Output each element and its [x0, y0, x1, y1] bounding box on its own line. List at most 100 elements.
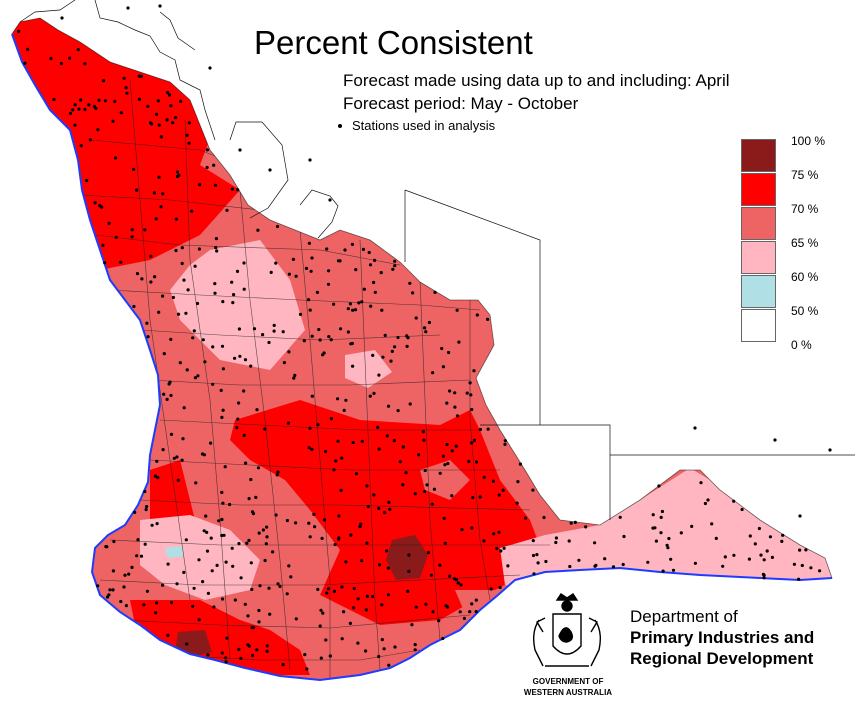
station-dot	[411, 291, 415, 295]
station-dot	[243, 602, 247, 606]
station-dot	[202, 453, 206, 457]
station-dot	[258, 584, 262, 588]
station-dot	[281, 330, 285, 334]
station-dot	[732, 553, 736, 557]
station-dot	[382, 647, 386, 651]
station-dot	[307, 446, 311, 450]
station-dot	[792, 562, 797, 566]
station-dot	[531, 539, 535, 543]
department-line1: Department of	[630, 607, 738, 626]
station-dot	[390, 349, 394, 353]
station-dot	[317, 327, 321, 332]
station-dot	[278, 584, 282, 589]
station-dot	[145, 589, 149, 593]
station-dot	[441, 365, 445, 369]
station-dot	[373, 290, 377, 294]
station-dot	[661, 569, 665, 573]
station-dot	[171, 295, 175, 300]
station-dot	[263, 558, 267, 563]
station-dot	[354, 472, 358, 476]
station-dot	[221, 501, 225, 505]
station-dot	[809, 566, 813, 570]
station-dot	[376, 425, 380, 429]
station-dot	[148, 121, 153, 125]
station-dot	[313, 525, 317, 529]
station-dot	[309, 269, 313, 273]
station-dot	[366, 504, 370, 509]
station-dot	[205, 549, 210, 553]
station-dot	[492, 532, 496, 536]
station-dot	[155, 601, 159, 605]
station-dot	[380, 603, 384, 607]
station-dot	[60, 16, 64, 20]
station-dot	[165, 397, 169, 401]
station-dot	[438, 563, 442, 567]
station-dot	[107, 593, 111, 597]
station-dot	[406, 336, 410, 340]
station-dot	[236, 417, 240, 421]
station-dot	[254, 495, 258, 499]
station-dot	[132, 304, 136, 309]
station-dot	[798, 548, 802, 552]
station-dot	[462, 616, 466, 621]
station-dot	[287, 272, 291, 276]
station-dot	[149, 254, 153, 258]
station-dot	[272, 323, 276, 327]
station-dot	[206, 591, 210, 596]
station-dot	[157, 123, 161, 127]
station-dot	[79, 144, 83, 148]
station-dot	[155, 459, 159, 463]
station-dot	[124, 604, 128, 608]
station-dot	[237, 542, 241, 546]
station-dot	[196, 374, 200, 378]
station-dot	[176, 478, 180, 482]
station-dot	[322, 518, 327, 522]
station-dot	[233, 356, 237, 360]
station-dot	[286, 421, 290, 425]
station-dot	[298, 312, 303, 316]
station-dot	[360, 300, 364, 304]
station-dot	[445, 442, 449, 447]
stations-legend: Stations used in analysis	[338, 118, 495, 133]
station-dot	[235, 269, 240, 273]
station-dot	[456, 581, 460, 585]
station-dot	[453, 405, 457, 409]
station-dot	[348, 302, 352, 306]
station-dot	[491, 479, 495, 483]
station-dot	[431, 610, 435, 614]
station-dot	[336, 397, 340, 401]
station-dot	[373, 258, 377, 262]
station-dot	[441, 636, 445, 641]
station-dot	[460, 528, 464, 532]
station-dot	[405, 344, 409, 348]
station-dot	[414, 605, 418, 609]
station-dot	[470, 602, 474, 606]
station-dot	[107, 221, 111, 225]
station-dot	[432, 487, 436, 491]
station-dot	[768, 535, 773, 539]
station-dot	[356, 641, 360, 645]
station-dot	[83, 62, 87, 66]
station-dot	[469, 393, 473, 397]
station-dot	[554, 540, 558, 545]
station-dot	[757, 526, 762, 531]
station-dot	[391, 267, 395, 271]
station-dot	[281, 663, 285, 667]
station-dot	[356, 597, 360, 601]
station-dot	[747, 557, 752, 561]
station-dot	[603, 557, 607, 561]
legend-label-50: 50 %	[791, 304, 819, 318]
station-dot	[437, 619, 441, 623]
station-dots	[17, 4, 832, 671]
station-dot	[17, 29, 21, 33]
forecast-made-text: Forecast made using data up to and inclu…	[343, 71, 730, 90]
station-dot	[327, 335, 331, 339]
station-dot	[179, 99, 183, 103]
station-dot	[518, 462, 523, 466]
station-dot	[531, 488, 535, 492]
station-dot	[568, 564, 572, 569]
station-dot	[407, 553, 411, 557]
station-dot	[503, 439, 507, 443]
station-dot	[276, 470, 280, 474]
station-dot	[433, 290, 437, 294]
